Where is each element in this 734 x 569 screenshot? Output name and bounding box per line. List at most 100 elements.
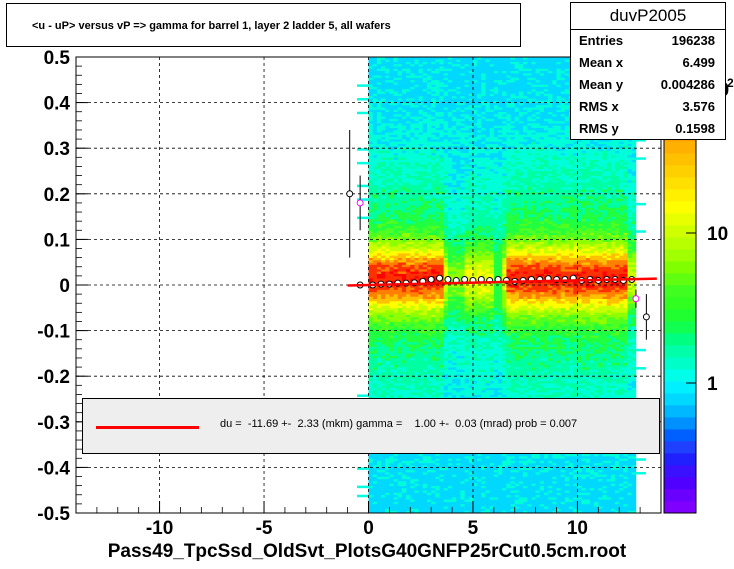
heatmap-cell bbox=[393, 79, 399, 83]
heatmap-cell bbox=[460, 364, 465, 368]
heatmap-cell bbox=[464, 371, 470, 375]
heatmap-cell bbox=[368, 373, 373, 377]
heatmap-cell bbox=[443, 371, 449, 375]
heatmap-cell bbox=[389, 130, 394, 133]
heatmap-cell bbox=[389, 118, 394, 122]
heatmap-cell bbox=[389, 120, 394, 124]
heatmap-cell bbox=[460, 362, 465, 366]
heatmap-cell bbox=[393, 494, 399, 498]
heatmap-cell bbox=[401, 364, 407, 368]
heatmap-cell bbox=[443, 262, 449, 265]
heatmap-cell bbox=[468, 273, 474, 277]
heatmap-cell bbox=[439, 476, 444, 480]
heatmap-cell bbox=[368, 312, 373, 315]
heatmap-cell bbox=[456, 490, 461, 493]
heatmap-cell bbox=[435, 321, 440, 325]
heatmap-cell bbox=[447, 239, 453, 242]
heatmap-cell bbox=[427, 111, 432, 115]
heatmap-cell bbox=[418, 392, 424, 395]
heatmap-cell bbox=[372, 478, 378, 482]
heatmap-cell bbox=[427, 481, 432, 484]
heatmap-cell bbox=[397, 385, 403, 388]
heatmap-cell bbox=[385, 301, 390, 304]
heatmap-cell bbox=[460, 93, 465, 97]
heatmap-cell bbox=[464, 239, 470, 242]
heatmap-cell bbox=[389, 171, 394, 174]
heatmap-cell bbox=[456, 241, 461, 245]
heatmap-cell bbox=[381, 465, 386, 468]
heatmap-cell bbox=[393, 157, 399, 160]
heatmap-cell bbox=[397, 394, 403, 397]
heatmap-cell bbox=[443, 310, 449, 313]
heatmap-cell bbox=[368, 175, 373, 179]
heatmap-cell bbox=[393, 296, 399, 299]
heatmap-cell bbox=[410, 503, 415, 507]
heatmap-cell bbox=[439, 209, 444, 213]
heatmap-cell bbox=[376, 118, 382, 122]
heatmap-cell bbox=[381, 216, 386, 220]
heatmap-cell bbox=[397, 191, 403, 195]
heatmap-cell bbox=[410, 460, 415, 464]
heatmap-cell bbox=[393, 66, 399, 69]
heatmap-cell bbox=[435, 168, 440, 172]
heatmap-cell bbox=[431, 321, 436, 325]
heatmap-cell bbox=[435, 57, 440, 60]
heatmap-cell bbox=[393, 314, 399, 318]
heatmap-cell bbox=[376, 490, 382, 493]
heatmap-cell bbox=[381, 246, 386, 249]
heatmap-cell bbox=[410, 157, 415, 160]
heatmap-cell bbox=[456, 330, 461, 334]
heatmap-cell bbox=[452, 255, 457, 258]
heatmap-cell bbox=[452, 314, 457, 318]
heatmap-cell bbox=[414, 275, 419, 279]
heatmap-cell bbox=[406, 111, 411, 115]
heatmap-cell bbox=[418, 98, 424, 101]
heatmap-cell bbox=[431, 70, 436, 74]
heatmap-cell bbox=[418, 383, 424, 386]
heatmap-cell bbox=[435, 120, 440, 124]
heatmap-cell bbox=[452, 209, 457, 213]
heatmap-cell bbox=[468, 462, 474, 466]
heatmap-cell bbox=[381, 335, 386, 338]
heatmap-cell bbox=[456, 61, 461, 65]
heatmap-cell bbox=[389, 66, 394, 69]
heatmap-cell bbox=[397, 351, 403, 354]
heatmap-cell bbox=[464, 198, 470, 201]
heatmap-cell bbox=[452, 150, 457, 154]
heatmap-cell bbox=[460, 143, 465, 147]
heatmap-cell bbox=[393, 319, 399, 322]
heatmap-cell bbox=[460, 294, 465, 297]
heatmap-cell bbox=[443, 241, 449, 245]
heatmap-cell bbox=[418, 394, 424, 397]
heatmap-cell bbox=[464, 510, 470, 514]
heatmap-cell bbox=[401, 355, 407, 359]
heatmap-cell bbox=[431, 367, 436, 370]
heatmap-cell bbox=[368, 84, 373, 87]
heatmap-cell bbox=[410, 369, 415, 372]
heatmap-cell bbox=[422, 314, 428, 318]
heatmap-cell bbox=[372, 157, 378, 160]
heatmap-cell bbox=[439, 237, 444, 240]
heatmap-cell bbox=[435, 111, 440, 115]
heatmap-cell bbox=[372, 205, 378, 208]
heatmap-cell bbox=[385, 221, 390, 224]
heatmap-cell bbox=[401, 456, 407, 459]
heatmap-cell bbox=[435, 373, 440, 377]
heatmap-cell bbox=[393, 264, 399, 268]
heatmap-cell bbox=[393, 380, 399, 384]
heatmap-cell bbox=[464, 223, 470, 226]
heatmap-cell bbox=[393, 202, 399, 206]
heatmap-cell bbox=[406, 499, 411, 502]
heatmap-cell bbox=[460, 255, 465, 258]
heatmap-cell bbox=[410, 296, 415, 299]
heatmap-cell bbox=[372, 143, 378, 147]
heatmap-cell bbox=[414, 351, 419, 354]
heatmap-cell bbox=[452, 383, 457, 386]
heatmap-cell bbox=[427, 116, 432, 119]
heatmap-cell bbox=[418, 301, 424, 304]
heatmap-cell bbox=[422, 134, 428, 138]
heatmap-cell bbox=[427, 369, 432, 372]
heatmap-cell bbox=[464, 216, 470, 220]
heatmap-cell bbox=[406, 485, 411, 489]
heatmap-cell bbox=[372, 221, 378, 224]
